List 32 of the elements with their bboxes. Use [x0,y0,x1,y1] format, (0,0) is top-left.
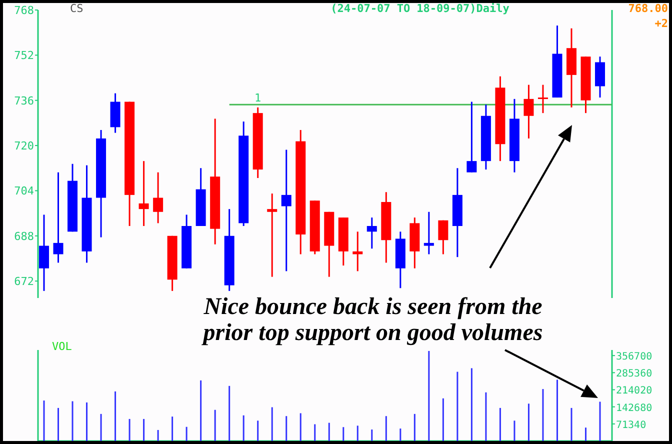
y-tick-label: 214020 [616,386,652,397]
text: 768.00 [628,2,668,15]
annotation: 1 [254,92,262,105]
chart-title: (24-07-07 TO 18-09-07)Daily [330,2,510,15]
candlestick [138,160,149,227]
text: +2 [654,17,668,30]
candlestick [466,101,477,174]
y-tick-label: 142680 [616,402,652,414]
y-tick-label: 71340 [616,420,646,431]
candlestick [153,172,164,224]
y-tick-label: 672 [14,275,34,288]
annotation: CS [70,2,84,15]
candlestick [595,56,605,98]
y-tick-label: 752 [14,49,34,62]
y-tick-label: 688 [14,230,34,243]
y-tick-label: 285360 [616,368,652,380]
y-tick-label: 736 [14,94,34,108]
candlestick [267,192,278,278]
annotation: Nice bounce back is seen from the prior top support on good volumes [201,294,543,346]
candlestick [53,172,64,264]
y-tick-label: 356700 [616,352,652,363]
candlestick [281,149,292,272]
candlestick [524,84,534,140]
candlestick [538,84,548,114]
y-tick-label: 704 [14,184,34,198]
candlestick [424,211,434,255]
y-tick-label: 720 [14,140,34,153]
chart-title: VOL [52,340,72,353]
candlestick [39,214,49,292]
candlestick [438,220,448,255]
y-tick-label: 768 [14,4,34,17]
candlestick [366,216,377,250]
